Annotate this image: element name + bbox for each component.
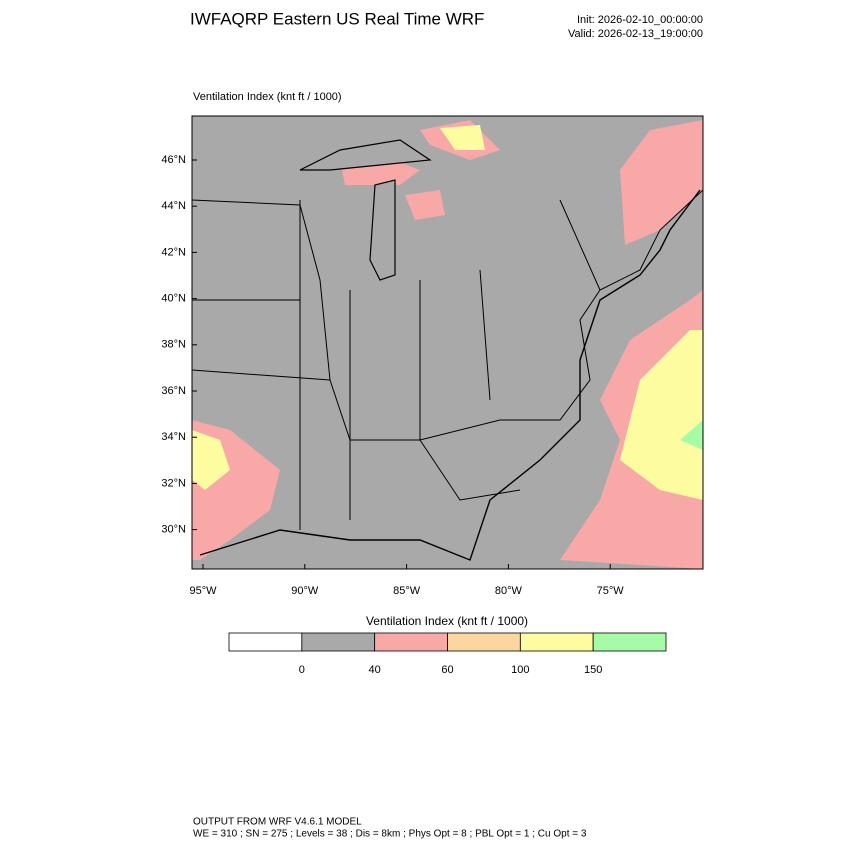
lat-label: 44°N <box>161 200 186 212</box>
title: IWFAQRP Eastern US Real Time WRF <box>190 9 484 28</box>
colorbar-label: 0 <box>299 664 305 676</box>
lat-label: 42°N <box>161 246 186 258</box>
lon-label: 75°W <box>597 585 625 597</box>
colorbar-label: 40 <box>369 664 381 676</box>
lat-label: 40°N <box>161 293 186 305</box>
lake-superior <box>299 139 432 171</box>
coastline <box>199 189 701 561</box>
lake-michigan <box>369 179 396 281</box>
michigan-field-pink-2 <box>405 190 445 220</box>
colorbar-box <box>301 632 376 652</box>
lon-label: 85°W <box>393 585 421 597</box>
lat-label: 34°N <box>161 431 186 443</box>
border-lines <box>192 189 703 441</box>
ocean-field-yellow <box>620 330 703 500</box>
ocean-field-green <box>680 420 703 450</box>
footer-line: WE = 310 ; SN = 275 ; Levels = 38 ; Dis … <box>193 829 587 840</box>
colorbar-box <box>592 632 667 652</box>
lat-label: 32°N <box>161 477 186 489</box>
lat-label: 38°N <box>161 339 186 351</box>
colorbar-title: Ventilation Index (knt ft / 1000) <box>366 614 528 628</box>
lon-label: 95°W <box>189 585 217 597</box>
map <box>191 115 704 570</box>
colorbar-label: 60 <box>441 664 453 676</box>
colorbar-label: 150 <box>584 664 602 676</box>
lon-label: 80°W <box>495 585 523 597</box>
footer-line: OUTPUT FROM WRF V4.6.1 MODEL <box>193 817 362 828</box>
map-frame <box>191 115 704 570</box>
axis-labels: 46°N 44°N 42°N 40°N 38°N 36°N 34°N 32°N 30°N 95°W… <box>161 154 624 597</box>
lat-label: 30°N <box>161 524 186 536</box>
southwest-field-yellow <box>192 430 230 490</box>
valid-time: Valid: 2026-02-13_19:00:00 <box>568 28 703 40</box>
lat-label: 36°N <box>161 385 186 397</box>
state-lines <box>192 199 601 530</box>
map-subtitle: Ventilation Index (knt ft / 1000) <box>193 91 342 103</box>
lat-label: 46°N <box>161 154 186 166</box>
colorbar-box <box>519 632 594 652</box>
init-time: Init: 2026-02-10_00:00:00 <box>577 14 703 26</box>
colorbar: 0 40 60 100 150 <box>228 632 667 676</box>
lon-label: 90°W <box>291 585 319 597</box>
northeast-field-pink <box>620 120 703 245</box>
colorbar-label: 100 <box>511 664 529 676</box>
colorbar-box <box>374 632 448 652</box>
north-field-yellow <box>440 125 485 150</box>
colorbar-box <box>228 632 303 652</box>
colorbar-box <box>447 632 521 652</box>
